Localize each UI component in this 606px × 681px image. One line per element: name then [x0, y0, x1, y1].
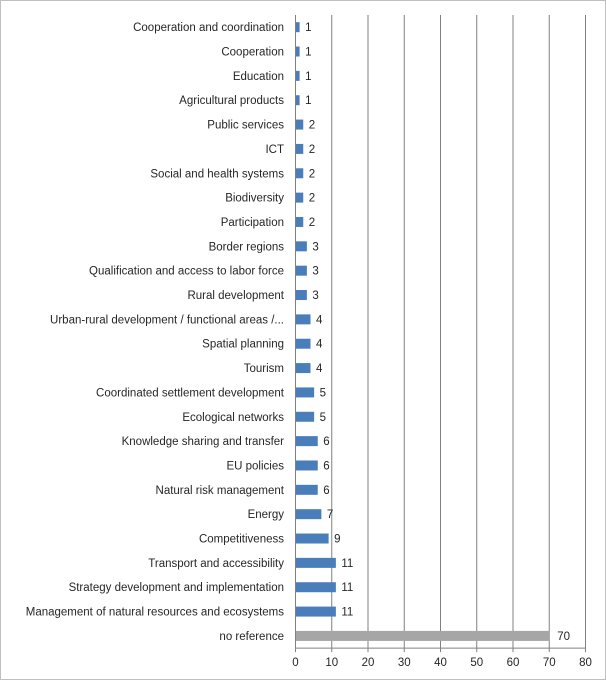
category-label: Cooperation and coordination [133, 22, 284, 34]
bar [296, 119, 304, 130]
x-tick-label: 80 [579, 657, 592, 669]
data-label: 1 [305, 47, 311, 59]
bar [296, 192, 304, 203]
category-label: Competitiveness [199, 534, 284, 546]
data-label: 1 [305, 71, 311, 83]
category-label: Strategy development and implementation [69, 582, 284, 594]
data-label: 3 [312, 241, 318, 253]
data-label: 2 [309, 168, 315, 180]
category-label: Biodiversity [225, 193, 284, 205]
data-label: 1 [305, 95, 311, 107]
data-label: 11 [341, 558, 353, 570]
data-label: 6 [323, 460, 329, 472]
x-tick-label: 50 [470, 657, 483, 669]
category-label: Social and health systems [150, 168, 284, 180]
bar [296, 168, 304, 179]
x-tick-label: 0 [292, 657, 298, 669]
category-label: Border regions [209, 241, 285, 253]
category-label: Coordinated settlement development [96, 387, 285, 399]
category-label: Tourism [244, 363, 284, 375]
data-label: 1 [305, 22, 311, 34]
bar [296, 70, 300, 81]
bar [296, 436, 318, 447]
category-label: Qualification and access to labor force [89, 266, 284, 278]
category-label: Transport and accessibility [148, 558, 284, 570]
x-tick-label: 60 [507, 657, 520, 669]
bar [296, 241, 307, 252]
data-label: 3 [312, 290, 318, 302]
bar [296, 363, 311, 374]
x-tick-label: 10 [325, 657, 338, 669]
category-label: Agricultural products [179, 95, 284, 107]
bar [296, 22, 300, 33]
data-label: 2 [309, 217, 315, 229]
category-label: ICT [265, 144, 284, 156]
data-label: 9 [334, 534, 340, 546]
category-label: Public services [207, 120, 284, 132]
category-label: Energy [248, 509, 285, 521]
data-label: 70 [557, 631, 570, 643]
data-label: 2 [309, 120, 315, 132]
data-label: 4 [316, 339, 323, 351]
category-label: Knowledge sharing and transfer [122, 436, 285, 448]
bar [296, 630, 550, 641]
bar [296, 411, 315, 422]
category-label: Ecological networks [182, 412, 284, 424]
bar [296, 484, 318, 495]
data-label: 2 [309, 193, 315, 205]
x-tick-label: 40 [434, 657, 447, 669]
x-tick-label: 20 [362, 657, 375, 669]
data-label: 2 [309, 144, 315, 156]
category-label: Cooperation [221, 47, 284, 59]
bar [296, 143, 304, 154]
data-label: 6 [323, 485, 329, 497]
bar [296, 582, 336, 593]
data-label: 7 [327, 509, 333, 521]
category-label: Management of natural resources and ecos… [26, 607, 284, 619]
category-label: no reference [219, 631, 284, 643]
data-label: 5 [320, 412, 326, 424]
bar [296, 509, 322, 520]
data-label: 5 [320, 387, 326, 399]
x-tick-label: 30 [398, 657, 411, 669]
category-label: Natural risk management [156, 485, 285, 497]
data-label: 3 [312, 266, 318, 278]
data-label: 11 [341, 607, 353, 619]
category-label: Participation [221, 217, 284, 229]
bar [296, 46, 300, 57]
data-label: 11 [341, 582, 353, 594]
bar [296, 387, 315, 398]
category-label: Urban-rural development / functional are… [50, 314, 284, 326]
bar [296, 216, 304, 227]
data-label: 4 [316, 363, 323, 375]
data-label: 4 [316, 314, 323, 326]
x-tick-label: 70 [543, 657, 556, 669]
bar [296, 265, 307, 276]
category-label: Rural development [187, 290, 284, 302]
category-label: EU policies [226, 460, 284, 472]
bar [296, 290, 307, 301]
bar [296, 557, 336, 568]
data-label: 6 [323, 436, 329, 448]
bar [296, 95, 300, 106]
bar [296, 606, 336, 617]
bar [296, 314, 311, 325]
bar [296, 460, 318, 471]
bar [296, 338, 311, 349]
category-label: Education [233, 71, 284, 83]
category-label: Spatial planning [202, 339, 284, 351]
bar [296, 533, 329, 544]
